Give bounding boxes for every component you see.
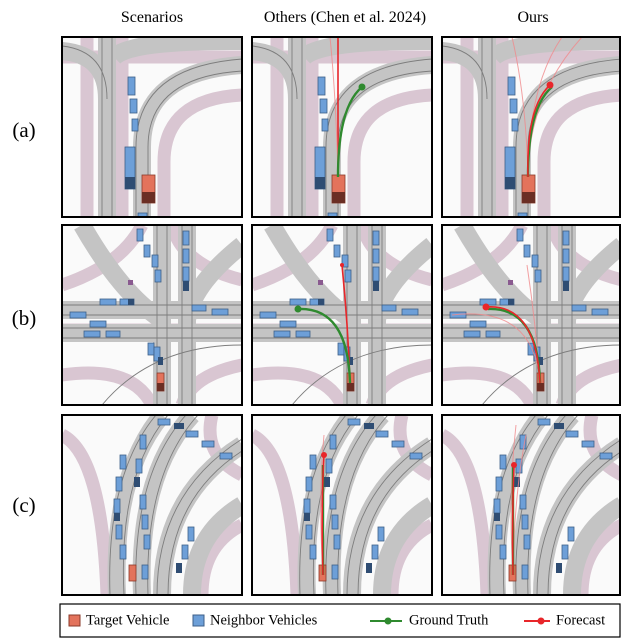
legend: Target Vehicle Neighbor Vehicles Ground … — [60, 604, 620, 637]
scene-circle — [321, 452, 327, 458]
panel — [442, 415, 621, 595]
row-labels: (a) (b) (c) — [12, 118, 37, 517]
scene-use — [62, 37, 242, 219]
row-label: (b) — [12, 306, 37, 330]
legend-swatch — [385, 618, 392, 625]
scene-circle — [483, 304, 490, 311]
panel — [252, 37, 432, 219]
legend-swatch — [69, 615, 80, 626]
figure: Scenarios Others (Chen et al. 2024) Ours… — [0, 0, 621, 640]
panel — [442, 37, 621, 219]
scene-use — [442, 415, 621, 595]
row-label: (a) — [12, 118, 35, 142]
legend-label: Neighbor Vehicles — [210, 612, 318, 628]
column-headers: Scenarios Others (Chen et al. 2024) Ours — [121, 9, 549, 26]
scene-circle — [340, 263, 344, 267]
scene-use — [62, 415, 242, 595]
column-header: Scenarios — [121, 9, 183, 26]
scene-circle — [547, 82, 554, 89]
panel — [62, 37, 242, 219]
scene-circle — [359, 84, 366, 91]
scene-use — [252, 225, 432, 405]
panel — [62, 415, 242, 595]
scene-circle — [511, 462, 517, 468]
scene-use — [442, 225, 621, 405]
column-header: Ours — [517, 9, 548, 26]
page: Scenarios Others (Chen et al. 2024) Ours… — [0, 0, 621, 640]
panel — [252, 415, 432, 595]
panel — [62, 225, 242, 405]
legend-label: Forecast — [556, 612, 605, 628]
legend-label: Target Vehicle — [86, 612, 169, 628]
legend-swatch — [538, 618, 545, 625]
column-header: Others (Chen et al. 2024) — [264, 9, 426, 26]
legend-swatch — [193, 615, 204, 626]
row-label: (c) — [12, 493, 35, 517]
panel — [252, 225, 432, 405]
legend-label: Ground Truth — [409, 612, 489, 628]
scene-circle — [295, 306, 302, 313]
scene-use — [62, 225, 242, 405]
scene-use — [252, 415, 432, 595]
panel — [442, 225, 621, 405]
